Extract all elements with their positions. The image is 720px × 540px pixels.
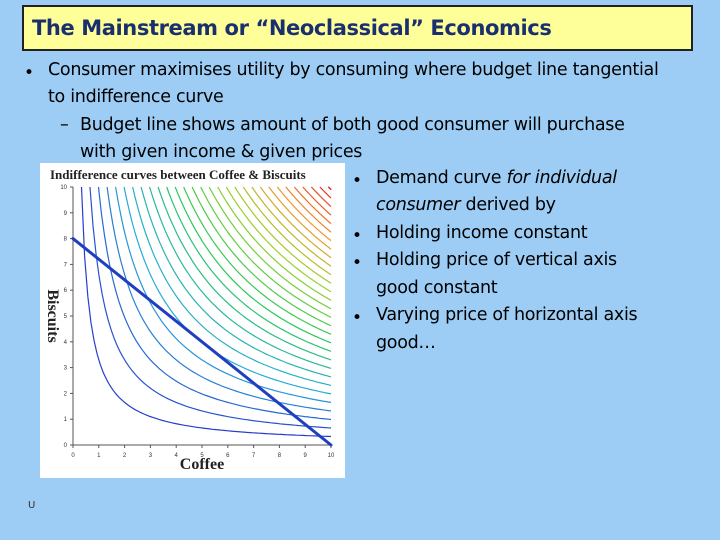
chart-svg: Indifference curves between Coffee & Bis… [40,163,345,478]
y-tick-label: 0 [64,443,68,449]
indifference-curve [200,186,332,318]
x-tick-label: 2 [123,453,127,459]
bullet-dot: • [352,171,363,191]
bullet1-line2: to indifference curve [48,87,224,107]
chart-bg [40,163,345,478]
right-bullet3-line1: Holding price of vertical axis [376,250,617,270]
indifference-curve [268,186,332,250]
indifference-curve [183,186,332,335]
indifference-curve [208,186,332,310]
indifference-curve [242,186,332,276]
indifference-curve [276,186,332,242]
y-tick-label: 5 [64,314,68,320]
right-bullet4-line1: Varying price of horizontal axis [376,305,638,325]
title-box: The Mainstream or “Neoclassical” Economi… [22,5,693,51]
x-tick-label: 0 [71,453,75,459]
bullet1-line1: Consumer maximises utility by consuming … [48,60,659,80]
indifference-curve [319,186,332,199]
indifference-curves [80,186,332,438]
sub1-line2: with given income & given prices [80,142,363,162]
x-tick-label: 9 [304,453,308,459]
slide-title: The Mainstream or “Neoclassical” Economi… [32,16,552,40]
bullet-dot: • [352,253,363,273]
indifference-curve [106,186,332,412]
right-bullet2: Holding income constant [376,223,588,243]
indifference-curve [293,186,332,225]
indifference-curve [174,186,332,344]
y-tick-label: 10 [60,185,67,191]
right-bullet1-line1: Demand curve for individual [376,168,617,188]
bullet-dot: • [352,308,363,328]
y-tick-label: 9 [64,211,68,217]
indifference-curve [166,186,332,352]
indifference-curve [285,186,332,233]
sub1-line1: Budget line shows amount of both good co… [80,115,625,135]
x-tick-label: 1 [97,453,101,459]
chart-title: Indifference curves between Coffee & Bis… [50,167,306,182]
y-tick-label: 2 [64,391,68,397]
indifference-curve [157,186,332,361]
indifference-curve [217,186,332,301]
x-tick-label: 3 [149,453,153,459]
indifference-curve [225,186,332,293]
indifference-curve [140,186,332,378]
y-tick-label: 7 [64,262,68,268]
indifference-curve [89,186,332,429]
indifference-curve [80,186,332,438]
right-bullet3-line2: good constant [376,278,498,298]
x-tick-label: 6 [226,453,230,459]
x-tick-label: 10 [328,453,335,459]
indifference-curve [327,186,332,191]
right-bullet1-line2: consumer derived by [376,195,556,215]
x-axis-label: Coffee [180,456,224,473]
indifference-curve [251,186,332,267]
x-tick-label: 7 [252,453,256,459]
indifference-curve [302,186,332,216]
indifference-curve [191,186,332,327]
indifference-curve [149,186,332,369]
y-tick-label: 4 [64,340,68,346]
y-axis-label: Biscuits [44,289,61,342]
indifference-curve [123,186,332,395]
y-tick-label: 6 [64,288,68,294]
indifference-curve [259,186,332,259]
sub-dash: – [60,115,69,135]
bullet-dot: • [24,63,35,83]
y-tick-label: 3 [64,366,68,372]
y-tick-label: 8 [64,237,68,243]
indifference-chart: Indifference curves between Coffee & Bis… [40,163,345,478]
right-bullet4-line2: good… [376,333,436,353]
indifference-curve [115,186,332,403]
x-tick-label: 8 [278,453,282,459]
chart-ticks: 0 1 2 3 4 5 6 7 8 9 10 0 1 2 3 4 5 6 7 8 9 10 [60,185,335,459]
indifference-curve [234,186,332,284]
bullet-dot: • [352,226,363,246]
budget-line-group [71,237,333,447]
x-tick-label: 4 [175,453,179,459]
x-tick-label: 5 [200,453,204,459]
indifference-curve [310,186,332,208]
corner-mark: U [28,500,36,511]
y-tick-label: 1 [64,417,68,423]
budget-line [71,237,333,447]
indifference-curve [132,186,332,386]
